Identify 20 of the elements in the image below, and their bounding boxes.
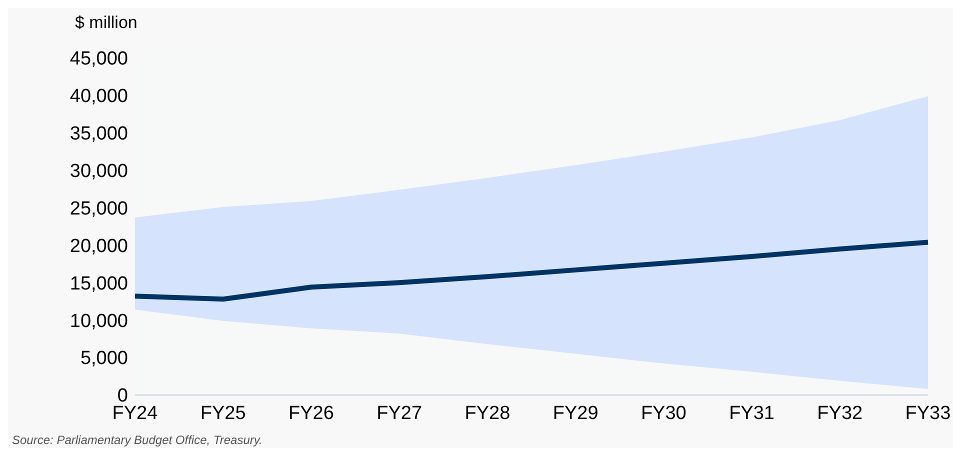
x-tick-label: FY32: [817, 403, 863, 424]
x-tick-label: FY28: [464, 403, 510, 424]
x-tick-label: FY25: [200, 403, 246, 424]
y-tick-label: 45,000: [70, 48, 128, 70]
y-axis-title: $ million: [75, 13, 138, 32]
y-tick-label: 25,000: [70, 198, 128, 220]
x-tick-label: FY30: [640, 403, 686, 424]
x-tick-label: FY26: [288, 403, 334, 424]
y-tick-label: 5,000: [80, 348, 128, 370]
x-tick-label: FY33: [905, 403, 951, 424]
y-tick-label: 30,000: [70, 160, 128, 182]
source-note: Source: Parliamentary Budget Office, Treasury.: [12, 433, 262, 447]
x-tick-label: FY27: [376, 403, 422, 424]
y-tick-label: 20,000: [70, 236, 128, 257]
y-tick-label: 10,000: [70, 310, 128, 332]
x-tick-label: FY31: [729, 403, 774, 424]
y-tick-label: 40,000: [70, 86, 128, 108]
y-tick-label: 35,000: [70, 124, 128, 145]
y-tick-label: 15,000: [70, 273, 128, 294]
x-tick-label: FY29: [552, 403, 598, 424]
